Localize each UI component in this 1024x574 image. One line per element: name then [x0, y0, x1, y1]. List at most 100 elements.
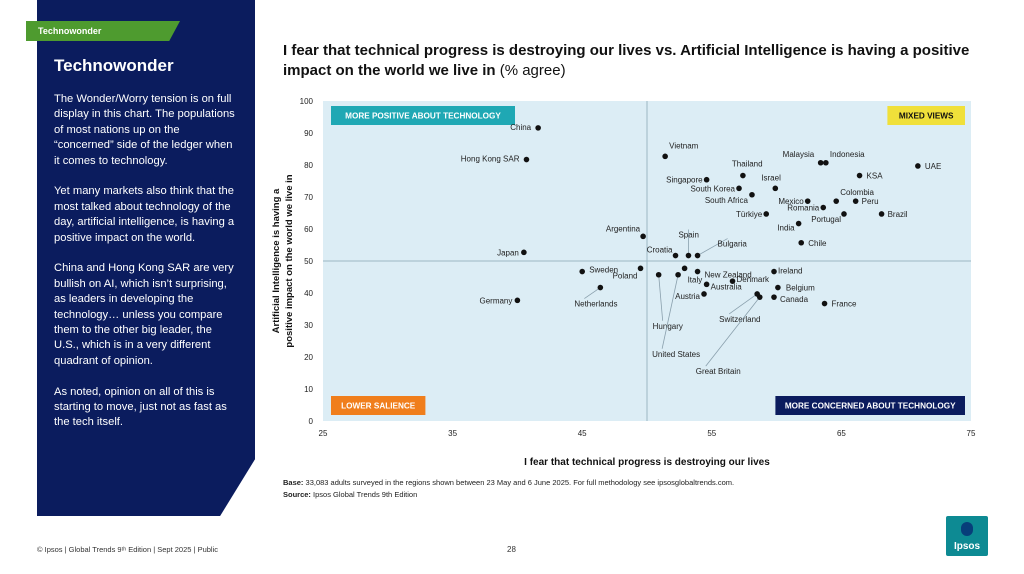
- point-label: Vietnam: [669, 141, 699, 150]
- data-point: [703, 176, 710, 183]
- point-label: Croatia: [647, 246, 673, 255]
- point-label: Australia: [711, 282, 743, 291]
- sidebar-paragraph: The Wonder/Worry tension is on full disp…: [54, 93, 235, 167]
- point-label: Switzerland: [719, 315, 760, 324]
- point-label: Bulgaria: [718, 240, 748, 249]
- chart-title-text: I fear that technical progress is destro…: [283, 42, 970, 79]
- chart-title-unit: (% agree): [499, 62, 566, 79]
- point-label: Colombia: [840, 188, 874, 197]
- point-label: France: [832, 300, 857, 309]
- y-axis-label-line1: Artificial Intelligence is having a: [271, 188, 282, 333]
- data-point: [833, 198, 840, 204]
- base-label: Base:: [283, 478, 304, 487]
- sidebar-paragraph: Yet many markets also think that the mos…: [54, 185, 235, 244]
- point-label: South Korea: [691, 184, 736, 193]
- x-tick-label: 65: [837, 429, 846, 438]
- point-label: Peru: [862, 197, 879, 206]
- data-point: [821, 300, 828, 307]
- y-tick-label: 60: [304, 225, 313, 234]
- leader-line: [584, 287, 601, 299]
- source-note: Source: Ipsos Global Trends 9th Edition: [283, 490, 417, 499]
- point-label: New Zealand: [705, 271, 752, 280]
- point-label: Hong Kong SAR: [461, 155, 520, 164]
- x-tick-label: 35: [448, 429, 457, 438]
- source-text: Ipsos Global Trends 9th Edition: [310, 490, 418, 499]
- data-point: [523, 156, 530, 163]
- ipsos-logo: Ipsos: [946, 516, 988, 556]
- data-point: [856, 172, 863, 179]
- data-point: [823, 159, 829, 166]
- data-point: [675, 271, 681, 278]
- point-label: Netherlands: [574, 300, 617, 309]
- point-label: Argentina: [606, 224, 641, 233]
- data-point: [703, 281, 710, 288]
- point-label: Thailand: [732, 160, 763, 169]
- point-label: UAE: [925, 162, 941, 171]
- point-label: Indonesia: [830, 150, 865, 159]
- data-point: [655, 271, 662, 278]
- data-point: [775, 284, 781, 291]
- point-label: Austria: [675, 292, 700, 301]
- data-point: [771, 294, 777, 300]
- sidebar-paragraph: As noted, opinion on all of this is star…: [54, 385, 227, 429]
- data-point: [681, 265, 688, 272]
- point-label: Malaysia: [783, 150, 815, 159]
- y-tick-label: 20: [304, 353, 313, 362]
- y-tick-label: 50: [304, 257, 313, 266]
- y-axis-label-line2: positive impact on the world we live in: [284, 174, 295, 347]
- point-label: Canada: [780, 295, 809, 304]
- x-tick-label: 55: [707, 429, 716, 438]
- y-tick-label: 10: [304, 385, 313, 394]
- y-tick-label: 80: [304, 161, 313, 170]
- point-label: India: [777, 224, 795, 233]
- data-point: [804, 198, 811, 204]
- data-point: [701, 291, 707, 297]
- point-label: Great Britain: [696, 367, 741, 376]
- data-point: [915, 163, 921, 169]
- quadrant-label-top-left: MORE POSITIVE ABOUT TECHNOLOGY: [345, 112, 501, 121]
- leader-line: [728, 293, 758, 315]
- data-point: [535, 125, 541, 131]
- y-tick-label: 40: [304, 289, 313, 298]
- point-label: United States: [652, 350, 700, 359]
- point-label: Hungary: [653, 322, 683, 331]
- point-label: Poland: [613, 271, 638, 280]
- point-label: KSA: [867, 172, 884, 181]
- y-tick-label: 90: [304, 129, 313, 138]
- data-point: [817, 159, 824, 166]
- quadrant-label-top-left-box: [331, 106, 515, 125]
- data-point: [736, 185, 742, 192]
- data-point: [798, 239, 805, 246]
- x-tick-label: 45: [578, 429, 587, 438]
- data-point: [579, 268, 585, 275]
- y-tick-label: 30: [304, 321, 313, 330]
- data-point: [795, 220, 802, 227]
- y-tick-label: 0: [309, 417, 314, 426]
- data-point: [763, 211, 770, 217]
- footer-copyright: © Ipsos | Global Trends 9ᵗʰ Edition | Se…: [37, 545, 218, 554]
- leader-line: [705, 296, 761, 367]
- data-point: [514, 297, 521, 304]
- point-label: Singapore: [666, 176, 703, 185]
- logo-mark-icon: [961, 522, 973, 536]
- point-label: Ireland: [778, 267, 802, 276]
- y-tick-label: 100: [300, 97, 314, 106]
- data-point: [749, 191, 755, 198]
- data-point: [852, 198, 859, 204]
- source-label: Source:: [283, 490, 311, 499]
- data-point: [756, 294, 763, 300]
- point-label: Spain: [678, 231, 698, 240]
- point-label: Romania: [787, 204, 820, 213]
- point-label: Germany: [479, 296, 512, 305]
- data-point: [694, 252, 701, 259]
- point-label: Mexico: [778, 197, 804, 206]
- data-point: [685, 252, 692, 259]
- point-label: Japan: [497, 248, 519, 257]
- data-point: [820, 204, 827, 211]
- quadrant-label-bottom-left: LOWER SALIENCE: [341, 402, 416, 411]
- point-label: Türkiye: [736, 210, 763, 219]
- point-label: Israel: [761, 173, 781, 182]
- quadrant-label-top-right: MIXED VIEWS: [899, 112, 954, 121]
- chart-title: I fear that technical progress is destro…: [283, 41, 983, 81]
